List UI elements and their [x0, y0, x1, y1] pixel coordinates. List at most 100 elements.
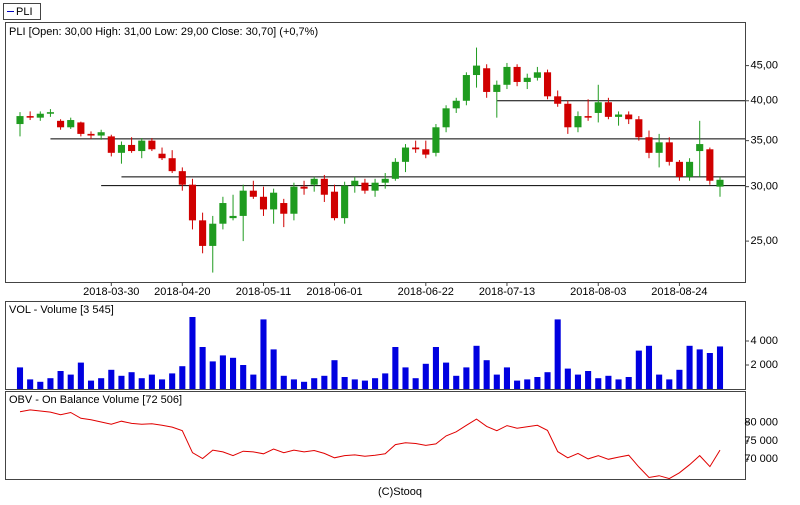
volume-bar [473, 345, 480, 389]
volume-bar [402, 367, 409, 389]
volume-bar [706, 353, 713, 389]
candle-body [259, 196, 268, 210]
candle-body [533, 72, 541, 78]
volume-bar [605, 375, 612, 389]
candle-body [330, 191, 339, 219]
candle-body [239, 190, 247, 216]
volume-bar [463, 367, 470, 389]
volume-bar [108, 369, 115, 389]
x-tick-label: 2018-06-01 [306, 286, 362, 298]
candle-body [432, 127, 440, 153]
candle-body [371, 182, 379, 191]
candle-body [128, 144, 136, 152]
volume-bar [67, 374, 74, 389]
y-tick-label: 35,00 [750, 135, 778, 147]
volume-bar [585, 371, 592, 389]
candle-body [401, 147, 410, 162]
volume-bar [524, 379, 531, 389]
volume-bar [138, 378, 145, 389]
candle-body [625, 114, 633, 120]
volume-bar [696, 349, 703, 389]
volume-bar [341, 377, 348, 389]
obv-title: OBV - On Balance Volume [72 506] [9, 394, 182, 406]
y-tick-label: 75 000 [744, 435, 778, 447]
volume-bar [27, 379, 34, 389]
candle-body [584, 116, 592, 118]
volume-bar [635, 350, 642, 389]
volume-bar [290, 379, 297, 389]
volume-bar [158, 379, 166, 389]
x-tick-label: 2018-07-13 [479, 286, 535, 298]
volume-bar [230, 357, 237, 389]
candle-body [310, 178, 318, 185]
candle-body [513, 66, 521, 82]
volume-bar [270, 349, 277, 389]
volume-bar [351, 379, 358, 389]
candle-body [168, 158, 176, 172]
candle-body [178, 171, 186, 185]
volume-bar [716, 346, 724, 389]
volume-bar [148, 374, 155, 389]
volume-bar [16, 367, 24, 389]
y-tick-label: 30,00 [750, 181, 778, 193]
volume-bar [372, 378, 379, 389]
volume-bar [189, 317, 196, 389]
volume-bar [331, 360, 338, 389]
volume-bar [37, 381, 44, 389]
volume-bar [615, 379, 622, 389]
volume-bar [361, 380, 368, 389]
volume-bar [432, 347, 439, 389]
volume-bar [199, 347, 206, 389]
x-tick-label: 2018-04-20 [154, 286, 210, 298]
volume-bar [311, 378, 318, 389]
volume-bar [645, 345, 653, 389]
volume-bar [483, 360, 490, 389]
y-tick-label: 4 000 [750, 335, 778, 347]
candle-body [665, 142, 673, 162]
candle-body [57, 120, 65, 128]
candle-body [249, 190, 257, 197]
candle-body [138, 140, 146, 152]
price-panel [5, 22, 746, 283]
volume-bar [422, 363, 429, 389]
candle-body [341, 185, 349, 219]
candle-body [77, 122, 85, 134]
volume-bar [250, 374, 257, 389]
volume-bar [544, 372, 551, 389]
candle-body [716, 179, 724, 187]
volume-bar [625, 377, 632, 389]
volume-panel [5, 301, 746, 390]
candle-body [97, 132, 105, 136]
candle-body [483, 68, 491, 92]
volume-bar [554, 319, 561, 389]
candle-body [523, 77, 531, 82]
candle-body [199, 220, 207, 246]
obv-line [19, 409, 721, 480]
candle-body [361, 182, 369, 191]
volume-bar [128, 372, 135, 389]
volume-bar [595, 378, 602, 389]
volume-bar [534, 377, 541, 389]
candle-body [604, 102, 612, 117]
volume-bar [280, 375, 287, 389]
footer: (C)Stooq [378, 486, 422, 498]
candle-body [594, 102, 602, 113]
candle-body [26, 116, 34, 118]
candle-body [148, 140, 156, 150]
volume-bar [412, 378, 419, 389]
candle-body [635, 119, 643, 138]
candle-body [67, 120, 75, 128]
legend-label: PLI [16, 6, 33, 18]
y-tick-label: 45,00 [750, 60, 778, 72]
y-tick-label: 2 000 [750, 359, 778, 371]
volume-bar [321, 375, 328, 389]
candle-body [655, 142, 663, 153]
candle-body [300, 186, 308, 189]
candle-body [412, 147, 420, 150]
volume-bar [453, 375, 460, 389]
y-tick-label: 70 000 [744, 453, 778, 465]
candle-body [422, 149, 430, 155]
volume-bar [240, 365, 247, 389]
